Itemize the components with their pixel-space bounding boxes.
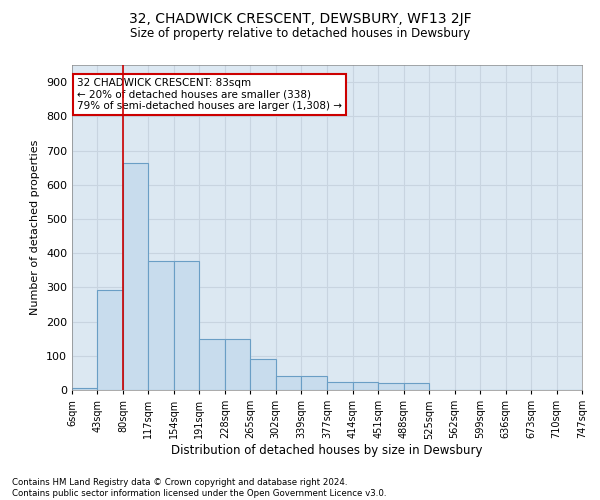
Bar [148, 260, 174, 390]
Y-axis label: Number of detached properties: Number of detached properties [31, 140, 40, 315]
Bar [72, 388, 97, 390]
Bar [97, 290, 123, 390]
Bar [378, 383, 404, 390]
Text: Size of property relative to detached houses in Dewsbury: Size of property relative to detached ho… [130, 28, 470, 40]
Bar [404, 383, 429, 390]
Bar [174, 260, 199, 390]
X-axis label: Distribution of detached houses by size in Dewsbury: Distribution of detached houses by size … [171, 444, 483, 457]
Bar [301, 376, 326, 390]
Text: 32 CHADWICK CRESCENT: 83sqm
← 20% of detached houses are smaller (338)
79% of se: 32 CHADWICK CRESCENT: 83sqm ← 20% of det… [77, 78, 342, 111]
Bar [225, 340, 250, 390]
Bar [328, 382, 353, 390]
Bar [199, 340, 225, 390]
Bar [276, 376, 301, 390]
Bar [123, 162, 148, 390]
Bar [250, 359, 276, 390]
Text: Contains HM Land Registry data © Crown copyright and database right 2024.
Contai: Contains HM Land Registry data © Crown c… [12, 478, 386, 498]
Bar [353, 382, 378, 390]
Text: 32, CHADWICK CRESCENT, DEWSBURY, WF13 2JF: 32, CHADWICK CRESCENT, DEWSBURY, WF13 2J… [128, 12, 472, 26]
